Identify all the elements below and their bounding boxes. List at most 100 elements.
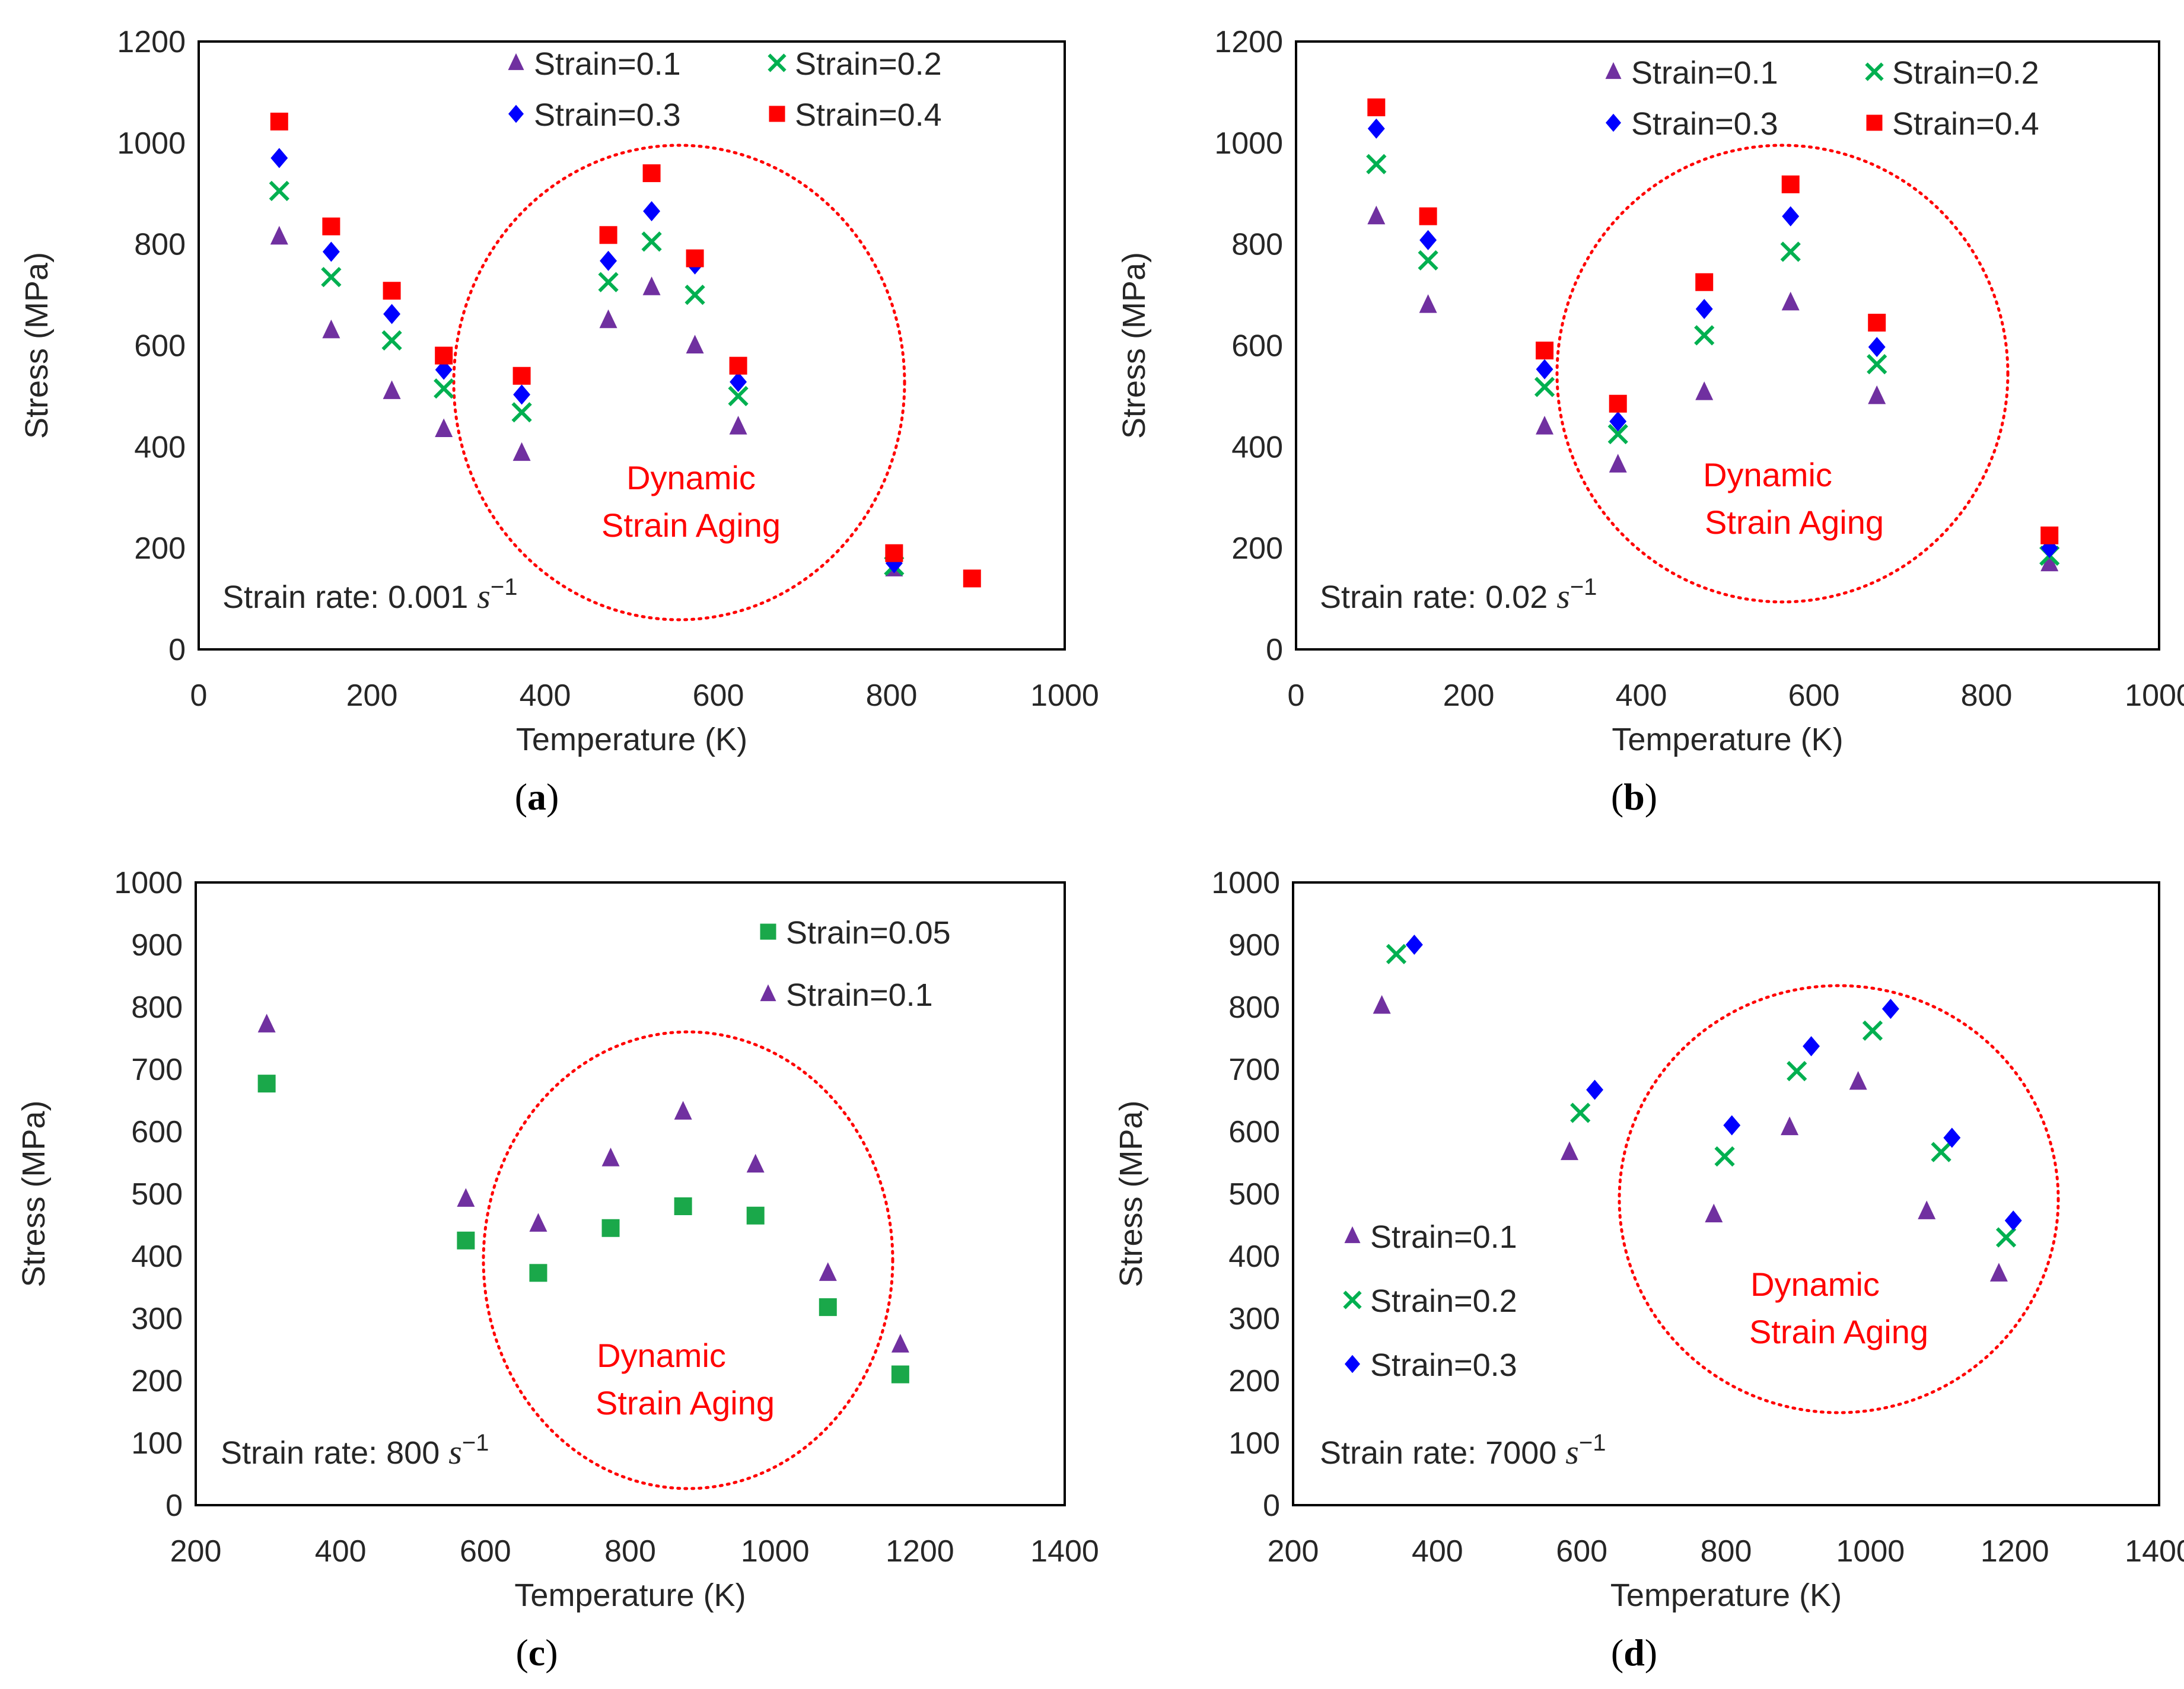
y-tick-label: 0 [168,633,186,667]
strain-rate-label: Strain rate: 7000 s−1 [1320,1430,1606,1471]
y-tick-label: 100 [1228,1426,1280,1461]
marker-stroke [728,385,749,407]
x-tick-label: 200 [170,1534,222,1569]
data-point [1714,1146,1735,1167]
legend-marker [1343,1290,1362,1309]
data-point [513,384,531,405]
x-tick-label: 400 [1412,1534,1463,1569]
data-point [1943,1127,1961,1148]
panel-b: 0 200 400 600 800 1000 1200 0 200 400 600 800 1000 Te… [1116,25,2184,818]
data-point [599,309,617,329]
data-point [435,359,453,380]
data-point [1867,353,1887,375]
marker-stroke [1787,1061,1807,1082]
panel-caption: (a) [515,776,559,818]
data-point [1419,230,1437,250]
y-tick-label: 400 [1231,430,1283,464]
marker-stroke [1607,423,1628,445]
data-point [642,276,661,295]
data-point [1367,205,1386,225]
x-tick-label: 1000 [2125,678,2184,713]
data-point [257,1075,276,1093]
data-point [457,1188,475,1207]
data-point [601,1148,620,1167]
data-point [598,272,619,292]
x-tick-label: 1200 [1981,1534,2049,1569]
data-point [674,1197,692,1215]
data-point [383,304,401,324]
y-tick-label: 400 [1228,1239,1280,1274]
marker-stroke [1780,241,1801,262]
data-point [1803,1036,1820,1057]
marker-stroke [269,180,289,202]
legend-marker [769,106,785,122]
legend: Strain=0.05 Strain=0.1 [760,915,951,1013]
marker-stroke [1714,1146,1735,1167]
y-tick-label: 200 [1231,531,1283,566]
data-point [1862,1020,1883,1041]
data-point [1405,935,1423,955]
series-Strain-0.1 [257,1014,909,1353]
data-point [1607,423,1628,445]
marker-stroke [321,267,342,288]
data-point [1609,394,1627,413]
data-point [746,1206,765,1225]
legend-marker [1344,1226,1361,1244]
data-point [1695,273,1714,291]
data-point [2040,552,2059,572]
series-Strain-0.1 [270,225,903,576]
data-point [512,367,531,385]
x-tick-label: 0 [190,678,208,713]
x-tick-label: 1000 [741,1534,810,1569]
data-point [1366,154,1387,174]
dsa-annotation-line1: Dynamic [626,459,756,496]
data-point [729,416,747,435]
data-point [1695,381,1714,400]
data-point [1868,385,1886,404]
legend-marker [1865,62,1884,81]
marker-stroke [1386,944,1407,964]
panel-d: 0 100 200 300 400 500 600 700 800 900 1000 200 400 60… [1113,866,2184,1674]
x-tick-label: 600 [693,678,744,713]
y-tick-label: 500 [131,1177,183,1212]
data-point [746,1153,765,1173]
legend-label: Strain=0.3 [1631,106,1778,142]
data-point [383,380,401,399]
marker-stroke [598,272,619,292]
marker-stroke [1931,1142,1951,1162]
marker-stroke [1862,1020,1883,1041]
y-tick-label: 1000 [1211,866,1280,900]
data-point [686,249,704,267]
y-tick-label: 600 [1228,1115,1280,1149]
y-tick-label: 800 [1231,228,1283,262]
marker-stroke [1418,250,1438,271]
marker-stroke [685,284,705,305]
dsa-annotation-line1: Dynamic [1750,1266,1880,1303]
x-axis-label: Temperature (K) [1610,1578,1842,1613]
data-point [1849,1071,1867,1090]
dsa-region-circle [452,144,906,622]
x-tick-label: 800 [866,678,918,713]
x-tick-label: 1400 [1030,1534,1099,1569]
legend: Strain=0.1 Strain=0.2 Strain=0.3 [1343,1219,1517,1383]
data-point [1419,294,1437,313]
data-point [885,544,903,562]
data-point [2004,1210,2022,1231]
strain-rate-label: Strain rate: 800 s−1 [221,1430,489,1471]
legend-marker [508,104,524,123]
data-point [1367,98,1386,117]
data-point [728,385,749,407]
y-tick-label: 1000 [1214,126,1283,161]
x-tick-label: 600 [460,1534,511,1569]
data-point [1787,1061,1807,1082]
data-point [686,334,704,353]
data-point [1781,1116,1799,1136]
data-point [1868,314,1886,332]
y-tick-label: 900 [131,928,183,963]
data-point [1586,1079,1604,1100]
data-point [321,267,342,288]
legend-label: Strain=0.3 [1370,1347,1517,1383]
x-tick-label: 0 [1288,678,1305,713]
marker-stroke [1867,353,1887,375]
series-Strain-0.05 [257,1075,909,1384]
